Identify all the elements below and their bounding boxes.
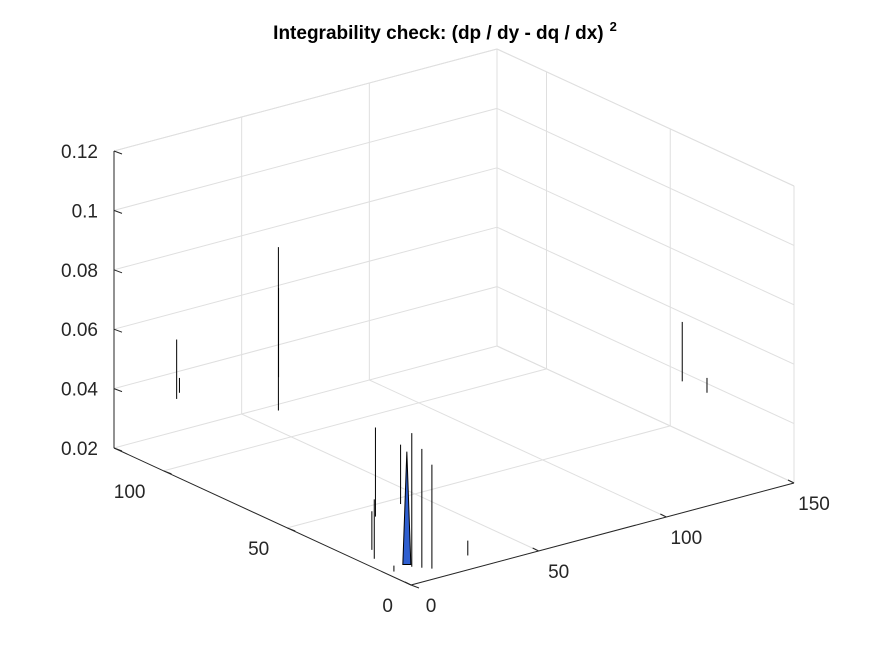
x-tick-label: 100	[670, 528, 702, 549]
axis-lines	[113, 150, 795, 589]
box-edge	[496, 48, 795, 187]
surface-peak-face	[402, 451, 412, 565]
z-tick-label: 0.06	[61, 320, 98, 341]
back-wall-grid-line	[113, 226, 498, 330]
y-tick-mark	[287, 527, 296, 532]
chart-title-superscript: 2	[610, 19, 617, 34]
x-tick-mark	[404, 581, 412, 586]
z-tick-label: 0.04	[61, 380, 98, 401]
z-tick-mark	[113, 447, 123, 452]
surface-data	[176, 247, 708, 572]
z-tick-mark	[113, 209, 123, 214]
x-tick-mark	[787, 479, 795, 484]
y-tick-mark	[410, 584, 420, 589]
x-tick-label: 0	[426, 596, 437, 617]
z-tick-label: 0.1	[72, 201, 98, 222]
box-edge	[113, 48, 498, 152]
chart-title-main: Integrability check: (dp / dy - dq / dx)	[273, 23, 603, 44]
grid-lines	[113, 48, 795, 586]
y-tick-label: 50	[248, 539, 269, 560]
x-tick-label: 150	[798, 494, 830, 515]
back-wall-grid-line	[113, 345, 498, 449]
x-tick-label: 50	[548, 562, 569, 583]
x-tick-mark	[532, 547, 539, 552]
side-wall-grid-line	[496, 107, 795, 246]
z-tick-label: 0.08	[61, 261, 98, 282]
z-tick-mark	[113, 388, 123, 393]
x-tick-mark	[660, 513, 667, 518]
z-tick-label: 0.02	[61, 439, 98, 460]
side-wall-grid-line	[496, 226, 795, 365]
side-wall-grid-line	[496, 167, 795, 306]
z-tick-mark	[113, 328, 123, 333]
y-tick-mark	[163, 470, 172, 475]
z-tick-label: 0.12	[61, 142, 98, 163]
side-wall-grid-line	[496, 286, 795, 425]
back-wall-grid-line	[113, 107, 498, 211]
y-tick-label: 100	[114, 482, 146, 503]
z-tick-mark	[113, 269, 123, 274]
floor-grid-line	[287, 425, 671, 529]
back-wall-grid-line	[113, 167, 498, 271]
z-tick-mark	[113, 150, 123, 155]
floor-grid-line	[163, 368, 547, 472]
y-tick-label: 0	[382, 596, 393, 617]
x-axis-line	[410, 482, 795, 586]
side-wall-grid-line	[496, 345, 795, 484]
back-wall-grid-line	[113, 286, 498, 390]
chart-title: Integrability check: (dp / dy - dq / dx)…	[273, 19, 617, 44]
tick-labels: 0 50 100 150 0 50 100 0.02 0.04 0.06 0.08 0.1 0.12	[61, 142, 830, 617]
